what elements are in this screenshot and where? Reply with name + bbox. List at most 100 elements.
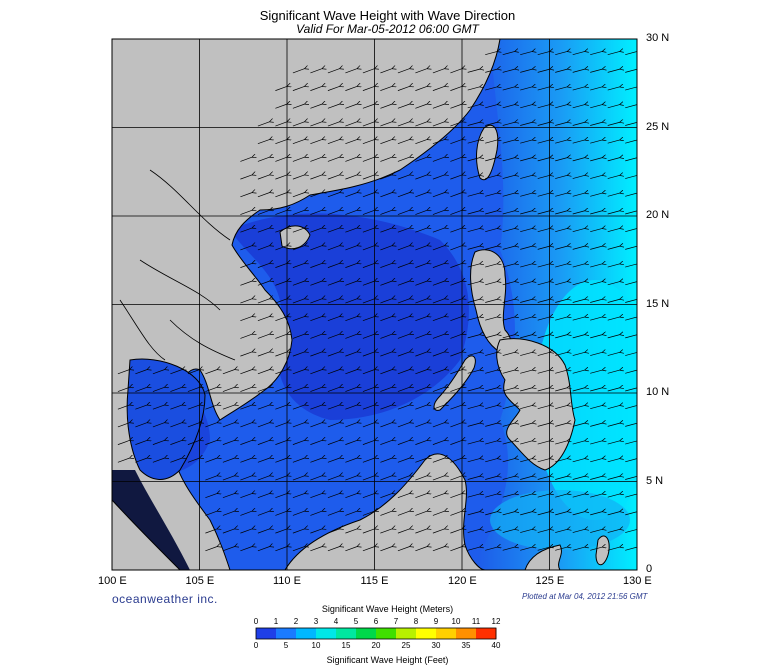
wave-arrow <box>450 511 462 516</box>
wave-arrow <box>520 87 533 91</box>
wave-arrow <box>345 529 357 534</box>
wave-arrow <box>327 422 340 428</box>
wave-arrow <box>572 352 586 356</box>
wave-arrow <box>450 299 462 304</box>
wave-arrow <box>292 157 305 162</box>
wave-arrow <box>327 281 340 286</box>
wave-arrow <box>485 69 498 73</box>
wave-arrow <box>432 476 445 481</box>
lon-label: 105 E <box>185 575 215 587</box>
wave-arrow <box>327 546 340 552</box>
wave-arrow <box>555 51 568 56</box>
wave-arrow <box>555 317 568 321</box>
wave-arrow <box>432 192 445 198</box>
wave-arrow <box>257 476 270 481</box>
wave-arrow <box>240 405 252 410</box>
wave-arrow <box>362 316 375 322</box>
wave-arrow <box>625 370 637 374</box>
wave-arrow <box>310 281 322 286</box>
colorbar-tick-feet: 10 <box>311 641 321 650</box>
wave-arrow <box>240 210 252 215</box>
wave-arrow <box>485 317 498 321</box>
wave-arrow <box>310 334 322 339</box>
wave-arrow <box>607 370 621 374</box>
wave-arrow <box>310 299 322 304</box>
wave-arrow <box>537 228 551 233</box>
wave-arrow <box>555 140 568 144</box>
wave-arrow <box>450 86 462 91</box>
wave-arrow <box>292 316 305 322</box>
wave-arrow <box>275 228 287 233</box>
wave-arrow <box>222 440 235 445</box>
wave-arrow <box>292 281 305 286</box>
colorbar-tick-feet: 35 <box>461 641 471 650</box>
wave-arrow <box>485 547 498 551</box>
wave-arrow <box>450 316 462 322</box>
wave-arrow <box>625 175 637 179</box>
wave-arrow <box>415 493 427 499</box>
wave-arrow <box>415 369 427 375</box>
wave-arrow <box>467 317 481 321</box>
wave-arrow <box>380 334 392 339</box>
wave-arrow <box>485 175 498 179</box>
wave-arrow <box>572 211 586 215</box>
colorbar-swatch <box>436 628 457 639</box>
wave-arrow <box>555 423 568 427</box>
wave-arrow <box>397 529 410 534</box>
wave-arrow <box>292 334 305 339</box>
wave-arrow <box>345 104 357 109</box>
wave-arrow <box>432 122 445 127</box>
wave-arrow <box>485 352 498 356</box>
wave-arrow <box>485 494 498 498</box>
wave-arrow <box>485 140 498 144</box>
wave-arrow <box>502 228 516 233</box>
wave-arrow <box>607 228 621 233</box>
lat-label: 20 N <box>646 209 670 221</box>
wave-arrow <box>485 122 498 126</box>
wave-arrow <box>502 246 516 250</box>
wave-arrow <box>257 405 270 410</box>
wave-arrow <box>625 299 637 303</box>
lat-label: 10 N <box>646 386 670 398</box>
wave-arrow <box>537 547 551 551</box>
wave-arrow <box>240 245 252 251</box>
wave-arrow <box>222 511 235 516</box>
wave-arrow <box>572 512 586 516</box>
wave-arrow <box>257 369 270 375</box>
wave-arrow <box>520 193 533 197</box>
wave-arrow <box>467 476 481 480</box>
wave-arrow <box>362 299 375 304</box>
wave-arrow <box>607 264 621 268</box>
wave-arrow <box>590 211 603 215</box>
wave-arrow <box>257 245 270 251</box>
wave-arrow <box>345 228 357 233</box>
wave-arrow <box>467 405 481 410</box>
high-wave-patch <box>535 280 637 520</box>
lat-label: 5 N <box>646 474 664 487</box>
wave-arrow <box>222 546 235 552</box>
wave-arrow <box>327 228 340 233</box>
colorbar-title-meters: Significant Wave Height (Meters) <box>321 604 454 614</box>
wave-arrow <box>607 547 621 551</box>
wave-arrow <box>625 193 637 197</box>
wave-arrow <box>450 422 462 428</box>
wave-arrow <box>380 422 392 428</box>
wave-arrow <box>205 440 217 445</box>
wave-arrow <box>345 175 357 180</box>
wave-arrow <box>502 299 516 303</box>
wave-arrow <box>485 458 498 463</box>
wave-arrow <box>520 104 533 109</box>
wave-arrow <box>555 175 568 179</box>
wave-arrow <box>257 422 270 428</box>
wave-arrow <box>607 317 621 321</box>
wave-arrow <box>310 104 322 109</box>
wave-arrow <box>502 193 516 197</box>
wave-arrow <box>380 387 392 392</box>
wave-arrow <box>555 441 568 445</box>
wave-arrow <box>380 299 392 304</box>
colorbar-tick-meters: 1 <box>273 617 279 626</box>
wave-arrow <box>590 104 603 109</box>
wave-arrow <box>502 494 516 498</box>
wave-arrow <box>397 104 410 109</box>
wave-arrow <box>380 210 392 215</box>
